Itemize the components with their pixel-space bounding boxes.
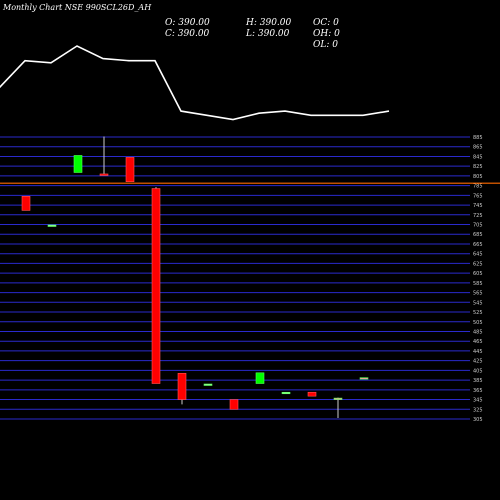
candle-body [125,157,135,183]
y-tick-label: 805 [473,174,483,180]
y-tick-label: 345 [473,398,483,404]
y-tick-label: 325 [473,407,483,413]
y-tick-label: 665 [473,242,483,248]
y-tick-label: 845 [473,154,483,160]
y-tick-label: 645 [473,252,483,258]
candle-body [307,391,317,397]
y-tick-label: 485 [473,329,483,335]
y-tick-label: 445 [473,349,483,355]
y-tick-label: 365 [473,388,483,394]
y-tick-label: 505 [473,320,483,326]
low-value: L: 390.00 [246,29,290,39]
high-value: H: 390.00 [246,18,292,28]
candle-body [203,383,213,386]
y-tick-label: 885 [473,135,483,141]
y-tick-label: 385 [473,378,483,384]
y-tick-label: 625 [473,261,483,267]
candle-body [281,391,291,395]
y-tick-label: 405 [473,368,483,374]
candle-body [151,188,161,384]
price-line [0,45,390,121]
candle-body [99,173,109,176]
y-tick-label: 465 [473,339,483,345]
candle-body [229,399,239,410]
candle-body [255,372,265,384]
oc-value: OC: 0 [313,18,339,28]
candle-body [359,377,369,380]
y-tick-label: 765 [473,193,483,199]
candle-body [47,224,57,227]
y-tick-label: 305 [473,417,483,423]
y-tick-label: 565 [473,291,483,297]
y-tick-label: 725 [473,213,483,219]
y-tick-label: 785 [473,184,483,190]
candle-body [333,397,343,400]
ol-value: OL: 0 [313,40,338,50]
close-value: C: 390.00 [165,29,210,39]
y-tick-label: 605 [473,271,483,277]
y-tick-label: 705 [473,223,483,229]
oh-value: OH: 0 [313,29,340,39]
candle-body [177,372,187,400]
y-tick-label: 745 [473,203,483,209]
y-tick-label: 525 [473,310,483,316]
y-tick-label: 685 [473,232,483,238]
y-tick-label: 425 [473,359,483,365]
y-tick-label: 545 [473,300,483,306]
open-value: O: 390.00 [165,18,210,28]
candle-body [21,196,31,211]
candle-body [73,155,83,173]
y-tick-label: 825 [473,164,483,170]
y-tick-label: 865 [473,145,483,151]
chart-title: Monthly Chart NSE 990SCL26D_AH [3,3,152,12]
y-tick-label: 585 [473,281,483,287]
